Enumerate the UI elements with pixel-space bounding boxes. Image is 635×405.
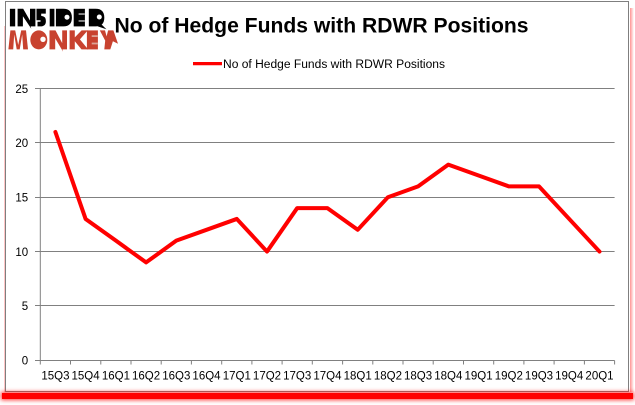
svg-text:16Q4: 16Q4 [192,371,221,383]
svg-text:15Q4: 15Q4 [72,371,101,383]
svg-text:18Q1: 18Q1 [344,371,372,383]
svg-text:15: 15 [15,193,28,205]
svg-text:17Q3: 17Q3 [283,371,311,383]
svg-text:20: 20 [15,138,28,150]
svg-text:10: 10 [15,247,28,259]
svg-text:16Q1: 16Q1 [102,371,130,383]
svg-text:No of Hedge Funds with RDWR Po: No of Hedge Funds with RDWR Positions [115,15,529,38]
svg-text:5: 5 [22,301,28,313]
svg-text:19Q1: 19Q1 [465,371,493,383]
svg-text:19Q3: 19Q3 [525,371,553,383]
svg-text:16Q2: 16Q2 [132,371,160,383]
svg-text:0: 0 [22,356,28,368]
svg-text:17Q1: 17Q1 [223,371,251,383]
svg-text:18Q3: 18Q3 [404,371,432,383]
svg-text:16Q3: 16Q3 [162,371,190,383]
svg-text:17Q4: 17Q4 [313,371,342,383]
svg-text:17Q2: 17Q2 [253,371,281,383]
svg-text:19Q4: 19Q4 [555,371,584,383]
svg-text:25: 25 [15,84,28,96]
svg-text:No of Hedge Funds with RDWR Po: No of Hedge Funds with RDWR Positions [223,59,445,71]
svg-text:18Q2: 18Q2 [374,371,402,383]
svg-text:15Q3: 15Q3 [41,371,69,383]
svg-text:20Q1: 20Q1 [585,371,613,383]
svg-text:18Q4: 18Q4 [434,371,463,383]
svg-text:19Q2: 19Q2 [495,371,523,383]
